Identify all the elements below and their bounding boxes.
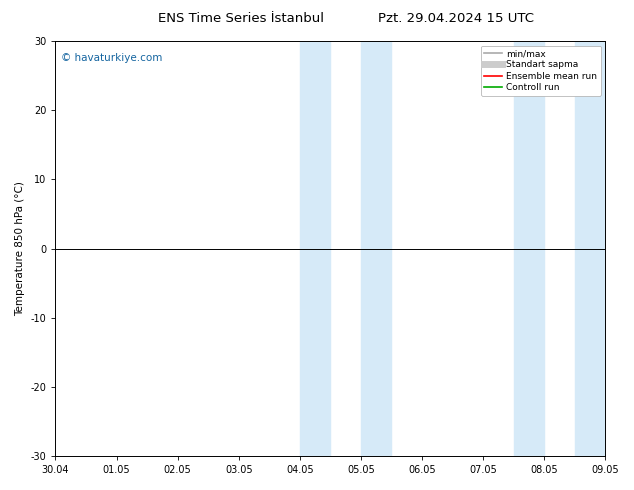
Bar	[361, 41, 391, 456]
Text: © havaturkiye.com: © havaturkiye.com	[61, 53, 162, 64]
Bar	[514, 41, 544, 456]
Text: Pzt. 29.04.2024 15 UTC: Pzt. 29.04.2024 15 UTC	[378, 12, 534, 25]
Bar	[300, 41, 330, 456]
Text: ENS Time Series İstanbul: ENS Time Series İstanbul	[158, 12, 324, 25]
Bar	[574, 41, 605, 456]
Legend: min/max, Standart sapma, Ensemble mean run, Controll run: min/max, Standart sapma, Ensemble mean r…	[481, 46, 600, 96]
Y-axis label: Temperature 850 hPa (°C): Temperature 850 hPa (°C)	[15, 181, 25, 316]
